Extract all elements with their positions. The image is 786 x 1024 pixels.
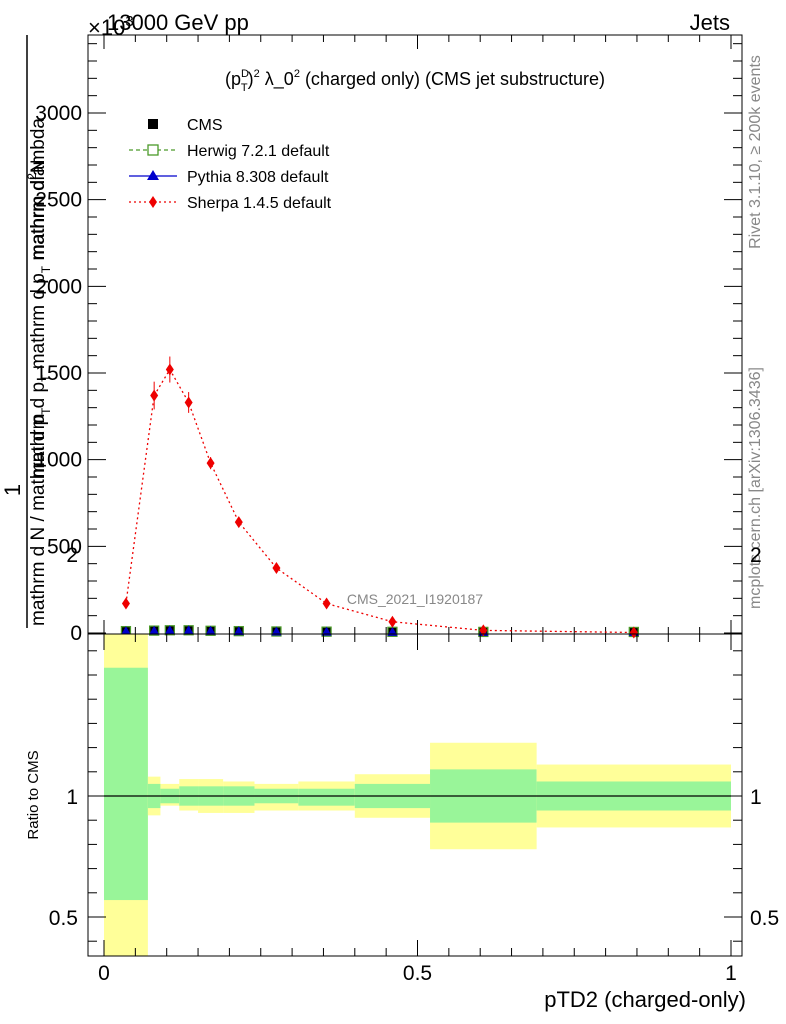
header-energy: 13000 GeV pp	[107, 10, 249, 35]
plot-title: (pD T)2 λ_02 (charged only) (CMS jet subs…	[225, 68, 605, 94]
main-ytick-label: 0	[70, 622, 82, 645]
main-panel: 0 500 1000 1500 2000 2500 3000 (pD T)2 λ_02 (ch…	[0, 34, 743, 645]
sherpa-point	[206, 457, 215, 470]
main-ytick-label: 2000	[35, 275, 82, 298]
pythia-point	[321, 626, 332, 636]
sherpa-point	[150, 389, 159, 402]
pythia-point	[183, 625, 194, 635]
pythia-point	[233, 626, 244, 636]
ratio-inner-band	[298, 788, 355, 806]
ratio-panel: 0.5 0.5 1 1 2 2 0 0.5 1 Ratio to CMS pTD2 (charg…	[25, 544, 779, 1012]
header-process: Jets	[690, 10, 730, 35]
sherpa-point	[322, 597, 331, 610]
main-ytick-label: 1000	[35, 449, 82, 472]
ratio-ytick-label-right: 0.5	[750, 907, 779, 930]
analysis-label: CMS_2021_I1920187	[347, 591, 483, 607]
legend-marker-pythia	[147, 170, 159, 180]
ylabel-numerator-one: 1	[0, 484, 25, 496]
sherpa-point	[629, 626, 638, 639]
rivet-label: Rivet 3.1.10, ≥ 200k events	[747, 55, 764, 249]
mcplots-label: mcplots.cern.ch [arXiv:1306.3436]	[747, 367, 764, 609]
ratio-xlabel: pTD2 (charged-only)	[544, 987, 746, 1012]
pythia-point	[271, 626, 282, 636]
ratio-frame	[87, 633, 743, 957]
sherpa-point	[479, 624, 488, 637]
ratio-ylabel: Ratio to CMS	[25, 750, 42, 839]
main-ytick-label: 1500	[35, 362, 82, 385]
ratio-inner-band	[104, 667, 148, 901]
ylabel-numerator-two: mathrm d2N	[25, 159, 49, 260]
exponent-label: ×103	[88, 13, 134, 40]
ylabel-denominator-two: mathrm d pT mathrm d pT mathrm dlambda	[28, 118, 53, 478]
main-ytick-label: 500	[47, 535, 82, 558]
legend: CMS Herwig 7.2.1 default Pythia 8.308 defa…	[129, 117, 332, 212]
legend-label: Pythia 8.308 default	[187, 169, 329, 186]
ratio-tick-labels: 0.5 0.5 1 1 2 2 0 0.5 1	[49, 544, 779, 985]
pythia-point	[205, 625, 216, 635]
exponent-power: 3	[125, 13, 133, 30]
pythia-point	[120, 626, 131, 636]
main-ylabel: 1 mathrm d N / mathrm d pT mathrm d2N ma…	[0, 35, 53, 628]
ratio-ytick-label-left: 0.5	[49, 907, 78, 930]
legend-marker-herwig	[147, 144, 159, 156]
main-ytick-label: 2500	[35, 189, 82, 212]
sherpa-point	[272, 562, 281, 574]
sherpa-point	[234, 516, 243, 529]
legend-label: CMS	[187, 117, 223, 134]
ratio-ytick-label-left: 2	[66, 544, 78, 567]
sherpa-point	[165, 363, 174, 376]
ratio-ytick-label-left: 1	[66, 786, 78, 809]
main-ytick-label: 3000	[35, 102, 82, 125]
legend-label: Sherpa 1.4.5 default	[187, 195, 332, 212]
ratio-ytick-label-right: 2	[750, 544, 762, 567]
pythia-point	[149, 625, 160, 635]
ylabel-denominator-one: mathrm d N / mathrm d pT	[28, 407, 53, 626]
sherpa-point	[184, 396, 193, 409]
legend-marker-sherpa	[149, 196, 157, 208]
ratio-bands	[104, 634, 731, 956]
sherpa-point	[121, 597, 130, 610]
sherpa-point	[388, 615, 397, 628]
pythia-point	[164, 625, 175, 635]
legend-label: Herwig 7.2.1 default	[187, 143, 330, 160]
ratio-ytick-label-right: 1	[750, 786, 762, 809]
main-tick-labels: 0 500 1000 1500 2000 2500 3000	[35, 102, 82, 645]
legend-marker-cms	[148, 119, 158, 129]
main-ticks	[88, 35, 742, 634]
exponent-base: ×10	[88, 15, 125, 40]
ratio-xtick-label: 1	[725, 962, 737, 985]
ratio-xtick-label: 0.5	[403, 962, 432, 985]
ratio-ticks	[88, 634, 742, 956]
ratio-xtick-label: 0	[98, 962, 110, 985]
sherpa-line	[125, 368, 634, 634]
